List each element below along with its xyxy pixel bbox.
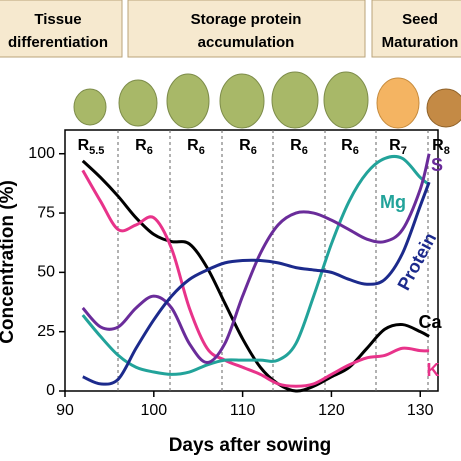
phase-box — [0, 0, 123, 58]
phase-box — [127, 0, 366, 58]
phase-label: accumulation — [198, 34, 295, 51]
series-line — [81, 169, 430, 388]
y-tick-label: 75 — [37, 204, 55, 221]
stage-sub: 6 — [353, 145, 359, 157]
series-line — [81, 153, 431, 365]
series-label: Ca — [418, 312, 442, 332]
phase-label: differentiation — [8, 34, 108, 51]
stage-label: R6 — [290, 137, 308, 157]
stage-main: R — [135, 137, 147, 154]
seed — [118, 79, 158, 127]
seeds — [73, 71, 461, 129]
seed — [271, 71, 319, 129]
x-tick-label: 110 — [230, 402, 256, 419]
seed — [323, 71, 369, 129]
seed — [73, 88, 107, 126]
stage-label: R6 — [239, 137, 257, 157]
y-tick-label: 25 — [37, 323, 55, 340]
seed — [376, 77, 420, 129]
series-label: K — [427, 360, 440, 380]
phase-box — [371, 0, 461, 58]
stage-sub: 6 — [147, 145, 153, 157]
x-tick-label: 90 — [56, 402, 74, 419]
x-tick-label: 120 — [318, 402, 345, 419]
stage-sub: 6 — [302, 145, 308, 157]
stage-main: R — [239, 137, 251, 154]
stage-label: R6 — [187, 137, 205, 157]
x-tick-label: 100 — [140, 402, 167, 419]
phase-banners — [0, 0, 461, 58]
plot-frame — [64, 129, 439, 392]
phase-label: Seed — [402, 11, 438, 28]
series-label: S — [431, 155, 443, 175]
x-tick-label: 130 — [407, 402, 434, 419]
stage-main: R — [389, 137, 401, 154]
seed — [426, 88, 461, 128]
series-line — [81, 154, 431, 376]
stage-main: R — [290, 137, 302, 154]
y-tick-label: 50 — [37, 264, 55, 281]
stage-label: R6 — [135, 137, 153, 157]
seed — [219, 73, 265, 129]
stage-sub: 8 — [444, 145, 450, 157]
stage-main: R — [432, 137, 444, 154]
stage-label: R8 — [432, 137, 450, 157]
phase-label: Storage protein — [191, 11, 302, 28]
stage-main: R — [341, 137, 353, 154]
x-axis-label: Days after sowing — [169, 435, 332, 456]
stage-sub: 6 — [199, 145, 205, 157]
stage-main: R — [187, 137, 199, 154]
y-axis-label: Concentration (%) — [0, 180, 18, 344]
stage-label: R7 — [389, 137, 407, 157]
stage-label: R6 — [341, 137, 359, 157]
stage-sub: 7 — [401, 145, 407, 157]
seed — [166, 73, 210, 129]
series-label: Protein — [394, 229, 441, 293]
series-line — [82, 181, 431, 386]
series-label: Mg — [380, 192, 406, 212]
phase-label: Tissue — [34, 11, 81, 28]
y-tick-label: 0 — [46, 382, 55, 399]
stage-label: R5.5 — [78, 137, 105, 157]
stage-sub: 6 — [251, 145, 257, 157]
stage-main: R — [78, 137, 90, 154]
phase-label: Maturation — [382, 34, 459, 51]
stage-sub: 5.5 — [89, 145, 104, 157]
y-tick-label: 100 — [28, 145, 55, 162]
